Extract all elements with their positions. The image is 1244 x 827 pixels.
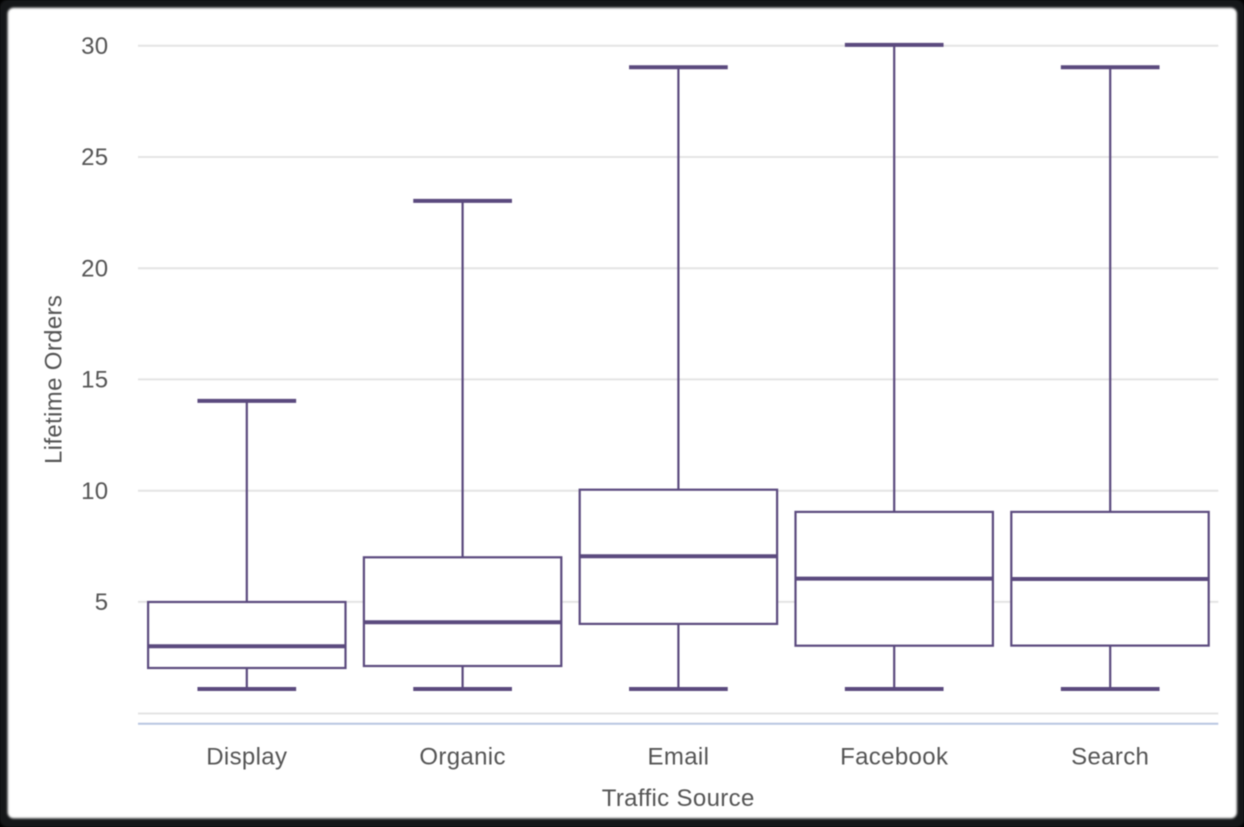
svg-text:15: 15: [81, 367, 108, 394]
svg-text:20: 20: [81, 255, 108, 282]
svg-text:Search: Search: [1071, 743, 1149, 770]
svg-text:10: 10: [81, 478, 108, 505]
svg-text:25: 25: [81, 144, 108, 171]
svg-text:5: 5: [95, 589, 109, 616]
svg-text:Display: Display: [206, 743, 287, 770]
svg-text:Traffic Source: Traffic Source: [602, 785, 755, 812]
svg-text:Email: Email: [648, 743, 710, 770]
svg-text:Lifetime Orders: Lifetime Orders: [41, 295, 68, 464]
svg-text:Facebook: Facebook: [840, 743, 949, 770]
svg-text:Organic: Organic: [419, 743, 506, 770]
svg-text:30: 30: [81, 33, 108, 60]
